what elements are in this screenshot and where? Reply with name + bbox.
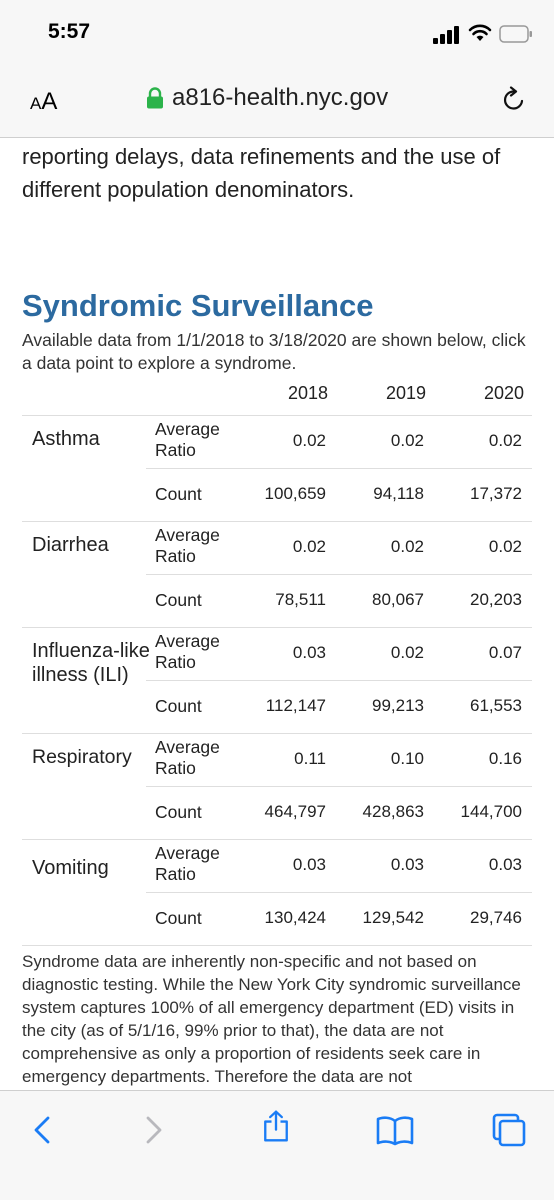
metric-label-average-ratio: Average Ratio [155,737,220,778]
data-point[interactable]: 0.02 [390,537,424,556]
data-point[interactable]: 0.03 [390,855,424,874]
metric-label-count: Count [155,696,202,716]
metric-label-count: Count [155,590,202,610]
share-icon[interactable] [259,1109,293,1143]
syndrome-group-respiratory: Respiratory Average Ratio 0.11 0.10 0.16… [22,733,532,839]
data-point[interactable]: 0.03 [292,855,326,874]
syndrome-name: Asthma [32,428,100,450]
data-point[interactable]: 464,797 [264,802,326,821]
data-point[interactable]: 94,118 [373,484,424,503]
data-point[interactable]: 130,424 [264,908,326,927]
status-time: 5:57 [48,20,91,43]
data-point[interactable]: 0.03 [292,643,326,662]
data-point[interactable]: 0.16 [488,749,522,768]
data-point[interactable]: 0.02 [292,537,326,556]
data-point[interactable]: 0.02 [390,431,424,450]
metric-label-average-ratio: Average Ratio [155,525,220,566]
data-point[interactable]: 100,659 [264,484,326,503]
data-point[interactable]: 0.03 [488,855,522,874]
data-point[interactable]: 144,700 [460,802,522,821]
lock-icon [147,87,163,109]
data-point[interactable]: 17,372 [470,484,522,503]
syndrome-name: Diarrhea [32,534,109,556]
syndrome-group-ili: Influenza-like illness (ILI) Average Rat… [22,627,532,733]
intro-paragraph: reporting delays, data refinements and t… [22,144,501,202]
metric-label-count: Count [155,802,202,822]
wifi-icon [468,24,492,41]
cellular-signal-icon [433,26,459,44]
year-header-2020: 2020 [483,383,524,403]
status-bar: 5:57 [0,0,554,62]
data-point[interactable]: 0.11 [294,749,326,768]
data-point[interactable]: 78,511 [275,590,326,609]
back-icon[interactable] [26,1113,60,1147]
metric-label-average-ratio: Average Ratio [155,631,220,672]
syndrome-group-diarrhea: Diarrhea Average Ratio 0.02 0.02 0.02 Co… [22,521,532,627]
syndrome-group-vomiting: Vomiting Average Ratio 0.03 0.03 0.03 Co… [22,839,532,946]
forward-icon[interactable] [136,1113,170,1147]
syndrome-name: Influenza-like illness (ILI) [32,640,150,686]
data-point[interactable]: 129,542 [362,908,424,927]
data-point[interactable]: 29,746 [470,908,522,927]
section-description: Available data from 1/1/2018 to 3/18/202… [22,330,526,373]
url-field[interactable]: a816-health.nyc.gov [172,84,389,111]
data-point[interactable]: 0.02 [488,431,522,450]
section-title: Syndromic Surveillance [22,288,374,323]
data-point[interactable]: 80,067 [372,590,424,609]
text-size-button[interactable]: AA [30,88,58,115]
data-point[interactable]: 61,553 [470,696,522,715]
footer-paragraph: Syndrome data are inherently non-specifi… [22,952,521,1086]
data-point[interactable]: 0.07 [488,643,522,662]
browser-toolbar [0,1090,554,1200]
syndrome-name: Respiratory [32,746,132,768]
syndrome-group-asthma: Asthma Average Ratio 0.02 0.02 0.02 Coun… [22,415,532,521]
battery-icon [499,25,532,43]
year-header-2019: 2019 [385,383,426,403]
tabs-icon[interactable] [492,1113,526,1147]
year-header-2018: 2018 [287,383,328,403]
data-point[interactable]: 20,203 [470,590,522,609]
data-point[interactable]: 428,863 [362,802,424,821]
metric-label-average-ratio: Average Ratio [155,843,220,884]
data-point[interactable]: 0.02 [390,643,424,662]
page-content: reporting delays, data refinements and t… [0,138,554,1090]
metric-label-average-ratio: Average Ratio [155,419,220,460]
data-point[interactable]: 112,147 [265,696,326,715]
data-point[interactable]: 99,213 [372,696,424,715]
bookmarks-icon[interactable] [376,1113,414,1147]
data-point[interactable]: 0.10 [390,749,424,768]
metric-label-count: Count [155,484,202,504]
metric-label-count: Count [155,908,202,928]
reload-icon[interactable] [500,86,528,114]
data-point[interactable]: 0.02 [292,431,326,450]
browser-address-bar: AA a816-health.nyc.gov [0,62,554,138]
data-point[interactable]: 0.02 [488,537,522,556]
syndrome-name: Vomiting [32,857,109,879]
